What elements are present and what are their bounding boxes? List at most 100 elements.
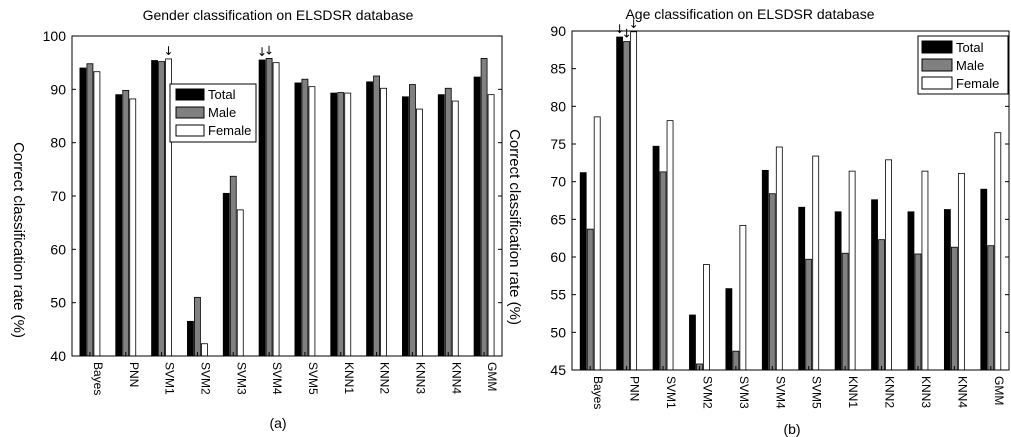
gender-bar-knn1-male: [337, 92, 345, 357]
gender-bar-knn4-total: [437, 94, 445, 357]
age-category-label: Bayes: [591, 376, 605, 409]
gender-y-tick-label: 40: [50, 348, 66, 364]
age-bar-svm5-female: [812, 155, 820, 371]
gender-bar-svm3-male: [229, 175, 237, 357]
age-legend-label-female: Female: [956, 76, 999, 91]
age-bar-gmm-total: [980, 188, 988, 371]
age-bar-pnn-female: [630, 31, 638, 371]
age-bar-svm2-total: [689, 314, 696, 371]
age-plot-frame: [571, 30, 1010, 371]
gender-bar-svm5-female: [308, 86, 316, 357]
gender-category-label: SVM3: [234, 362, 248, 395]
age-bar-svm1-total: [652, 145, 660, 371]
gender-category-label: GMM: [485, 362, 499, 391]
age-category-label: GMM: [992, 376, 1006, 405]
age-bar-gmm-female: [994, 132, 1002, 371]
gender-bar-svm1-male: [158, 61, 165, 357]
gender-bar-knn4-female: [451, 100, 459, 357]
gender-bar-knn2-total: [366, 81, 373, 357]
gender-category-label: KNN2: [378, 362, 392, 394]
age-y-tick-label: 60: [550, 249, 566, 265]
age-legend-swatch-total: [921, 40, 953, 54]
age-chart-title: Age classification on ELSDSR database: [625, 6, 874, 22]
gender-bar-bayes-total: [79, 67, 87, 357]
gender-subfigure-label: (a): [269, 415, 286, 431]
age-best-result-arrow-icon: ↓: [622, 27, 632, 41]
age-bar-knn2-female: [885, 159, 892, 371]
gender-legend: Total Male Female: [169, 83, 257, 143]
gender-category-label: KNN1: [342, 362, 356, 394]
gender-legend-swatch-female: [175, 124, 205, 137]
gender-bar-knn2-female: [380, 87, 387, 357]
gender-y-tick-label: 60: [50, 241, 66, 257]
gender-bar-knn1-total: [330, 92, 338, 357]
gender-bar-svm2-total: [187, 320, 194, 357]
age-bar-knn1-male: [841, 252, 849, 371]
age-category-label: SVM3: [737, 376, 751, 409]
age-y-tick-label: 90: [550, 23, 566, 39]
age-category-label: KNN1: [846, 376, 860, 408]
gender-bar-svm5-male: [301, 78, 309, 357]
gender-bar-knn1-female: [344, 92, 352, 357]
gender-y-tick-label: 90: [50, 81, 66, 97]
age-y-tick-label: 65: [550, 211, 566, 227]
age-y-tick-label: 75: [550, 136, 566, 152]
age-y-tick-label: 85: [550, 61, 566, 77]
gender-legend-swatch-total: [175, 88, 205, 101]
gender-category-label: KNN4: [449, 362, 463, 394]
gender-bar-knn4-male: [444, 87, 452, 357]
age-best-result-arrow-icon: ↓: [629, 17, 639, 31]
age-bar-svm4-male: [768, 193, 776, 371]
age-bar-knn2-total: [871, 199, 878, 371]
age-bar-svm3-female: [739, 224, 747, 371]
age-bar-knn1-total: [834, 211, 842, 371]
age-bar-gmm-male: [987, 245, 995, 371]
age-bar-svm5-total: [798, 206, 806, 371]
age-bar-knn2-male: [878, 239, 885, 371]
gender-bar-svm1-total: [151, 60, 158, 357]
age-legend-swatch-female: [921, 76, 953, 90]
age-bar-svm5-male: [805, 258, 813, 371]
age-chart-panel: Age classification on ELSDSR database Co…: [506, 6, 1010, 437]
gender-chart-title: Gender classification on ELSDSR database: [143, 7, 414, 23]
gender-bar-svm2-male: [194, 296, 201, 357]
gender-bar-gmm-male: [480, 58, 488, 357]
age-bar-knn1-female: [848, 170, 856, 371]
gender-bar-svm4-male: [265, 58, 273, 357]
gender-y-tick-label: 100: [43, 28, 67, 44]
age-bar-svm4-female: [775, 146, 783, 371]
age-bar-knn4-total: [943, 209, 951, 371]
gender-plot-frame: [71, 35, 503, 357]
age-bar-bayes-female: [593, 116, 601, 371]
age-bar-knn3-female: [921, 170, 929, 371]
gender-category-label: SVM5: [306, 362, 320, 395]
gender-bar-svm4-female: [272, 62, 280, 357]
age-category-label: KNN2: [883, 376, 897, 408]
age-y-tick-label: 45: [550, 362, 566, 378]
age-bar-knn3-male: [914, 253, 922, 371]
gender-chart-panel: Gender classification on ELSDSR database…: [10, 7, 503, 431]
age-y-tick-label: 80: [550, 98, 566, 114]
gender-bar-svm5-total: [294, 82, 302, 357]
age-bar-knn4-female: [957, 172, 965, 371]
gender-bar-svm2-female: [201, 343, 208, 357]
age-bar-svm1-female: [666, 120, 674, 371]
gender-y-axis-label: Correct classification rate (%): [10, 142, 27, 338]
age-bar-svm3-total: [725, 288, 733, 371]
gender-category-label: SVM4: [270, 362, 284, 395]
age-legend-swatch-male: [921, 58, 953, 72]
gender-bar-pnn-male: [122, 90, 130, 357]
age-legend-label-total: Total: [956, 40, 984, 55]
gender-bar-bayes-female: [93, 71, 101, 357]
gender-bar-knn3-male: [409, 84, 416, 357]
age-bar-svm1-male: [659, 171, 667, 371]
gender-y-tick-label: 80: [50, 135, 66, 151]
gender-y-tick-label: 70: [50, 188, 66, 204]
age-y-tick-label: 70: [550, 174, 566, 190]
age-bar-svm2-female: [703, 264, 710, 371]
gender-bar-bayes-male: [86, 63, 94, 357]
gender-bar-svm3-total: [222, 192, 230, 357]
gender-bar-svm4-total: [258, 59, 266, 357]
age-bar-svm4-total: [761, 169, 769, 371]
gender-bar-knn2-male: [373, 75, 380, 357]
